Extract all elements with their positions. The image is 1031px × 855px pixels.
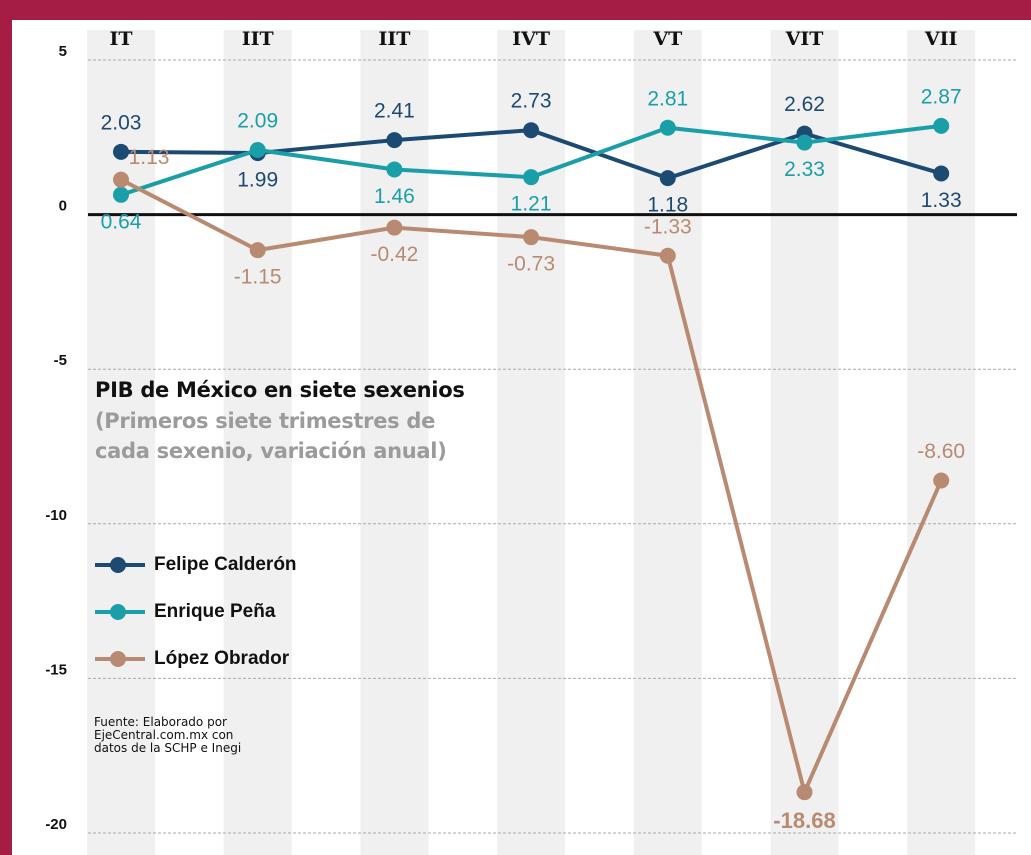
legend-label: Enrique Peña (154, 601, 276, 622)
y-tick-label: -20 (45, 816, 67, 833)
legend-marker (110, 557, 126, 573)
data-point (933, 165, 949, 181)
legend-label: Felipe Calderón (154, 554, 297, 575)
chart-title: PIB de México en siete sexenios (95, 378, 475, 402)
data-point (797, 135, 813, 151)
x-tick-label: IIT (242, 28, 274, 50)
legend-label: López Obrador (154, 648, 290, 669)
data-label: 1.18 (647, 194, 688, 217)
x-tick-label: IT (109, 28, 132, 50)
data-point (250, 242, 266, 258)
data-point (113, 172, 129, 188)
x-tick-label: IVT (512, 28, 550, 50)
data-label: 0.64 (101, 210, 142, 233)
source-note: Fuente: Elaborado por EjeCentral.com.mx … (94, 716, 259, 755)
data-label: 2.73 (511, 90, 552, 113)
column-stripe (634, 30, 702, 855)
data-point (660, 120, 676, 136)
data-label: 2.33 (784, 158, 825, 181)
legend-marker (110, 604, 126, 620)
data-point (660, 248, 676, 264)
y-tick-label: -15 (45, 661, 67, 678)
data-label: 1.99 (237, 169, 278, 192)
chart-panel: IT IIT IIT IVT VT VIT VII 5 0 -5 -10 -15 -20 2.03 1.99… (12, 20, 1031, 855)
data-label: -8.60 (917, 440, 965, 463)
data-point (386, 161, 402, 177)
data-point (933, 473, 949, 489)
data-label: 2.09 (237, 110, 278, 133)
data-label: 2.03 (101, 111, 142, 134)
data-point (523, 229, 539, 245)
x-tick-label: VII (924, 28, 958, 50)
data-label: 2.62 (784, 93, 825, 116)
x-tick-label: IIT (378, 28, 410, 50)
y-tick-label: 0 (59, 198, 67, 215)
data-label: 2.41 (374, 100, 415, 123)
column-stripe (771, 30, 839, 855)
y-tick-label: -5 (54, 352, 67, 369)
data-point (933, 118, 949, 134)
data-label: 2.87 (921, 85, 962, 108)
column-stripe (497, 30, 565, 855)
data-point (660, 170, 676, 186)
data-label: -0.42 (370, 243, 418, 266)
data-label: -18.68 (773, 808, 835, 833)
x-tick-label: VIT (785, 28, 824, 50)
data-point (386, 132, 402, 148)
x-tick-label: VT (652, 28, 682, 50)
data-label: -0.73 (507, 253, 555, 276)
data-point (250, 142, 266, 158)
data-label: 1.13 (129, 146, 170, 169)
data-label: 1.46 (374, 185, 415, 208)
data-label: 1.33 (921, 189, 962, 212)
data-label: -1.33 (644, 215, 692, 238)
data-point (113, 144, 129, 160)
chart-subtitle: (Primeros siete trimestres de cada sexen… (95, 406, 455, 466)
data-label: 1.21 (511, 193, 552, 216)
data-point (523, 122, 539, 138)
data-point (386, 220, 402, 236)
data-point (797, 784, 813, 800)
y-tick-label: -10 (45, 507, 67, 524)
data-label: 2.81 (647, 87, 688, 110)
y-tick-label: 5 (59, 43, 67, 60)
legend-marker (110, 651, 126, 667)
data-point (113, 187, 129, 203)
data-point (523, 169, 539, 185)
data-label: -1.15 (234, 266, 282, 289)
